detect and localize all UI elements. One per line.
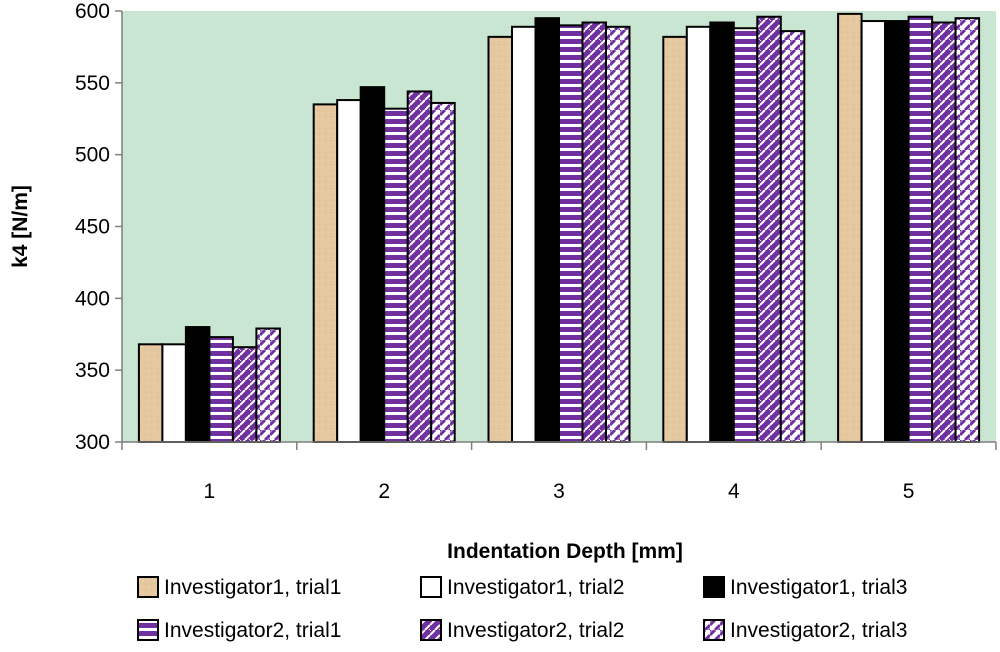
bar-s6-c5 [954, 17, 981, 444]
legend-item: Investigator1, trial3 [703, 576, 907, 599]
bar-s5-c3 [581, 21, 607, 444]
x-tick-label: 3 [553, 480, 565, 503]
y-tick-label: 550 [75, 72, 110, 95]
legend-item: Investigator2, trial1 [137, 619, 341, 642]
bar-s5-c2 [406, 90, 433, 443]
y-tick-label: 600 [75, 0, 110, 23]
bars-layer [137, 12, 981, 444]
bar-s6-c2 [430, 101, 456, 443]
bar-s4-c1 [208, 336, 234, 443]
bar-s4-c3 [558, 24, 584, 444]
y-tick-label: 350 [75, 359, 110, 382]
legend-swatch [420, 576, 442, 598]
legend-item: Investigator1, trial2 [420, 576, 624, 599]
bar-s5-c5 [931, 21, 957, 444]
legend-item: Investigator2, trial2 [420, 619, 624, 642]
legend: Investigator1, trial1 Investigator1, tria… [137, 576, 907, 642]
legend-item: Investigator2, trial3 [703, 619, 907, 642]
bar-s3-c2 [359, 86, 386, 443]
y-tick-label: 400 [75, 287, 110, 310]
axes-layer: 300 350 400 450 500 550 600 1 2 3 4 5 [75, 0, 997, 503]
bar-s1-c2 [312, 103, 339, 443]
legend-label: Investigator2, trial2 [447, 619, 624, 642]
x-tick-label: 2 [378, 480, 390, 503]
legend-item: Investigator1, trial1 [137, 576, 341, 599]
y-tick-label: 500 [75, 144, 110, 167]
bar-s1-c4 [662, 35, 688, 444]
bar-s2-c3 [511, 25, 537, 444]
legend-label: Investigator1, trial1 [164, 576, 341, 599]
bar-s2-c1 [161, 343, 187, 443]
legend-label: Investigator1, trial2 [447, 576, 624, 599]
bar-s5-c1 [231, 346, 258, 443]
y-tick-label: 450 [75, 216, 110, 239]
y-tick-label: 300 [75, 431, 110, 454]
bar-s1-c3 [487, 35, 513, 444]
bar-s5-c4 [756, 15, 782, 443]
legend-swatch [703, 619, 725, 641]
bar-s3-c1 [184, 326, 211, 444]
bar-s6-c3 [605, 25, 631, 444]
bar-s3-c5 [884, 20, 910, 444]
bar-s1-c5 [837, 12, 863, 444]
x-tick-label: 1 [204, 480, 216, 503]
legend-swatch [137, 576, 159, 598]
bar-s2-c5 [860, 20, 887, 444]
bar-s2-c2 [336, 99, 362, 443]
bar-s4-c5 [907, 15, 934, 443]
bar-s6-c1 [255, 327, 281, 443]
bar-s3-c4 [709, 21, 735, 444]
x-axis-title: Indentation Depth [mm] [447, 540, 683, 563]
legend-label: Investigator2, trial3 [730, 619, 907, 642]
bar-s4-c2 [383, 107, 409, 443]
x-tick-label: 5 [903, 480, 915, 503]
bar-s2-c4 [685, 25, 712, 444]
bar-s4-c4 [732, 27, 759, 444]
bar-s6-c4 [779, 30, 806, 444]
x-tick-label: 4 [728, 480, 740, 503]
legend-swatch [420, 619, 442, 641]
bar-s3-c3 [534, 17, 560, 444]
legend-swatch [137, 619, 159, 641]
y-axis-title: k4 [N/m] [9, 185, 32, 268]
legend-label: Investigator1, trial3 [730, 576, 907, 599]
legend-swatch [703, 576, 725, 598]
legend-label: Investigator2, trial1 [164, 619, 341, 642]
bar-s1-c1 [137, 343, 164, 443]
